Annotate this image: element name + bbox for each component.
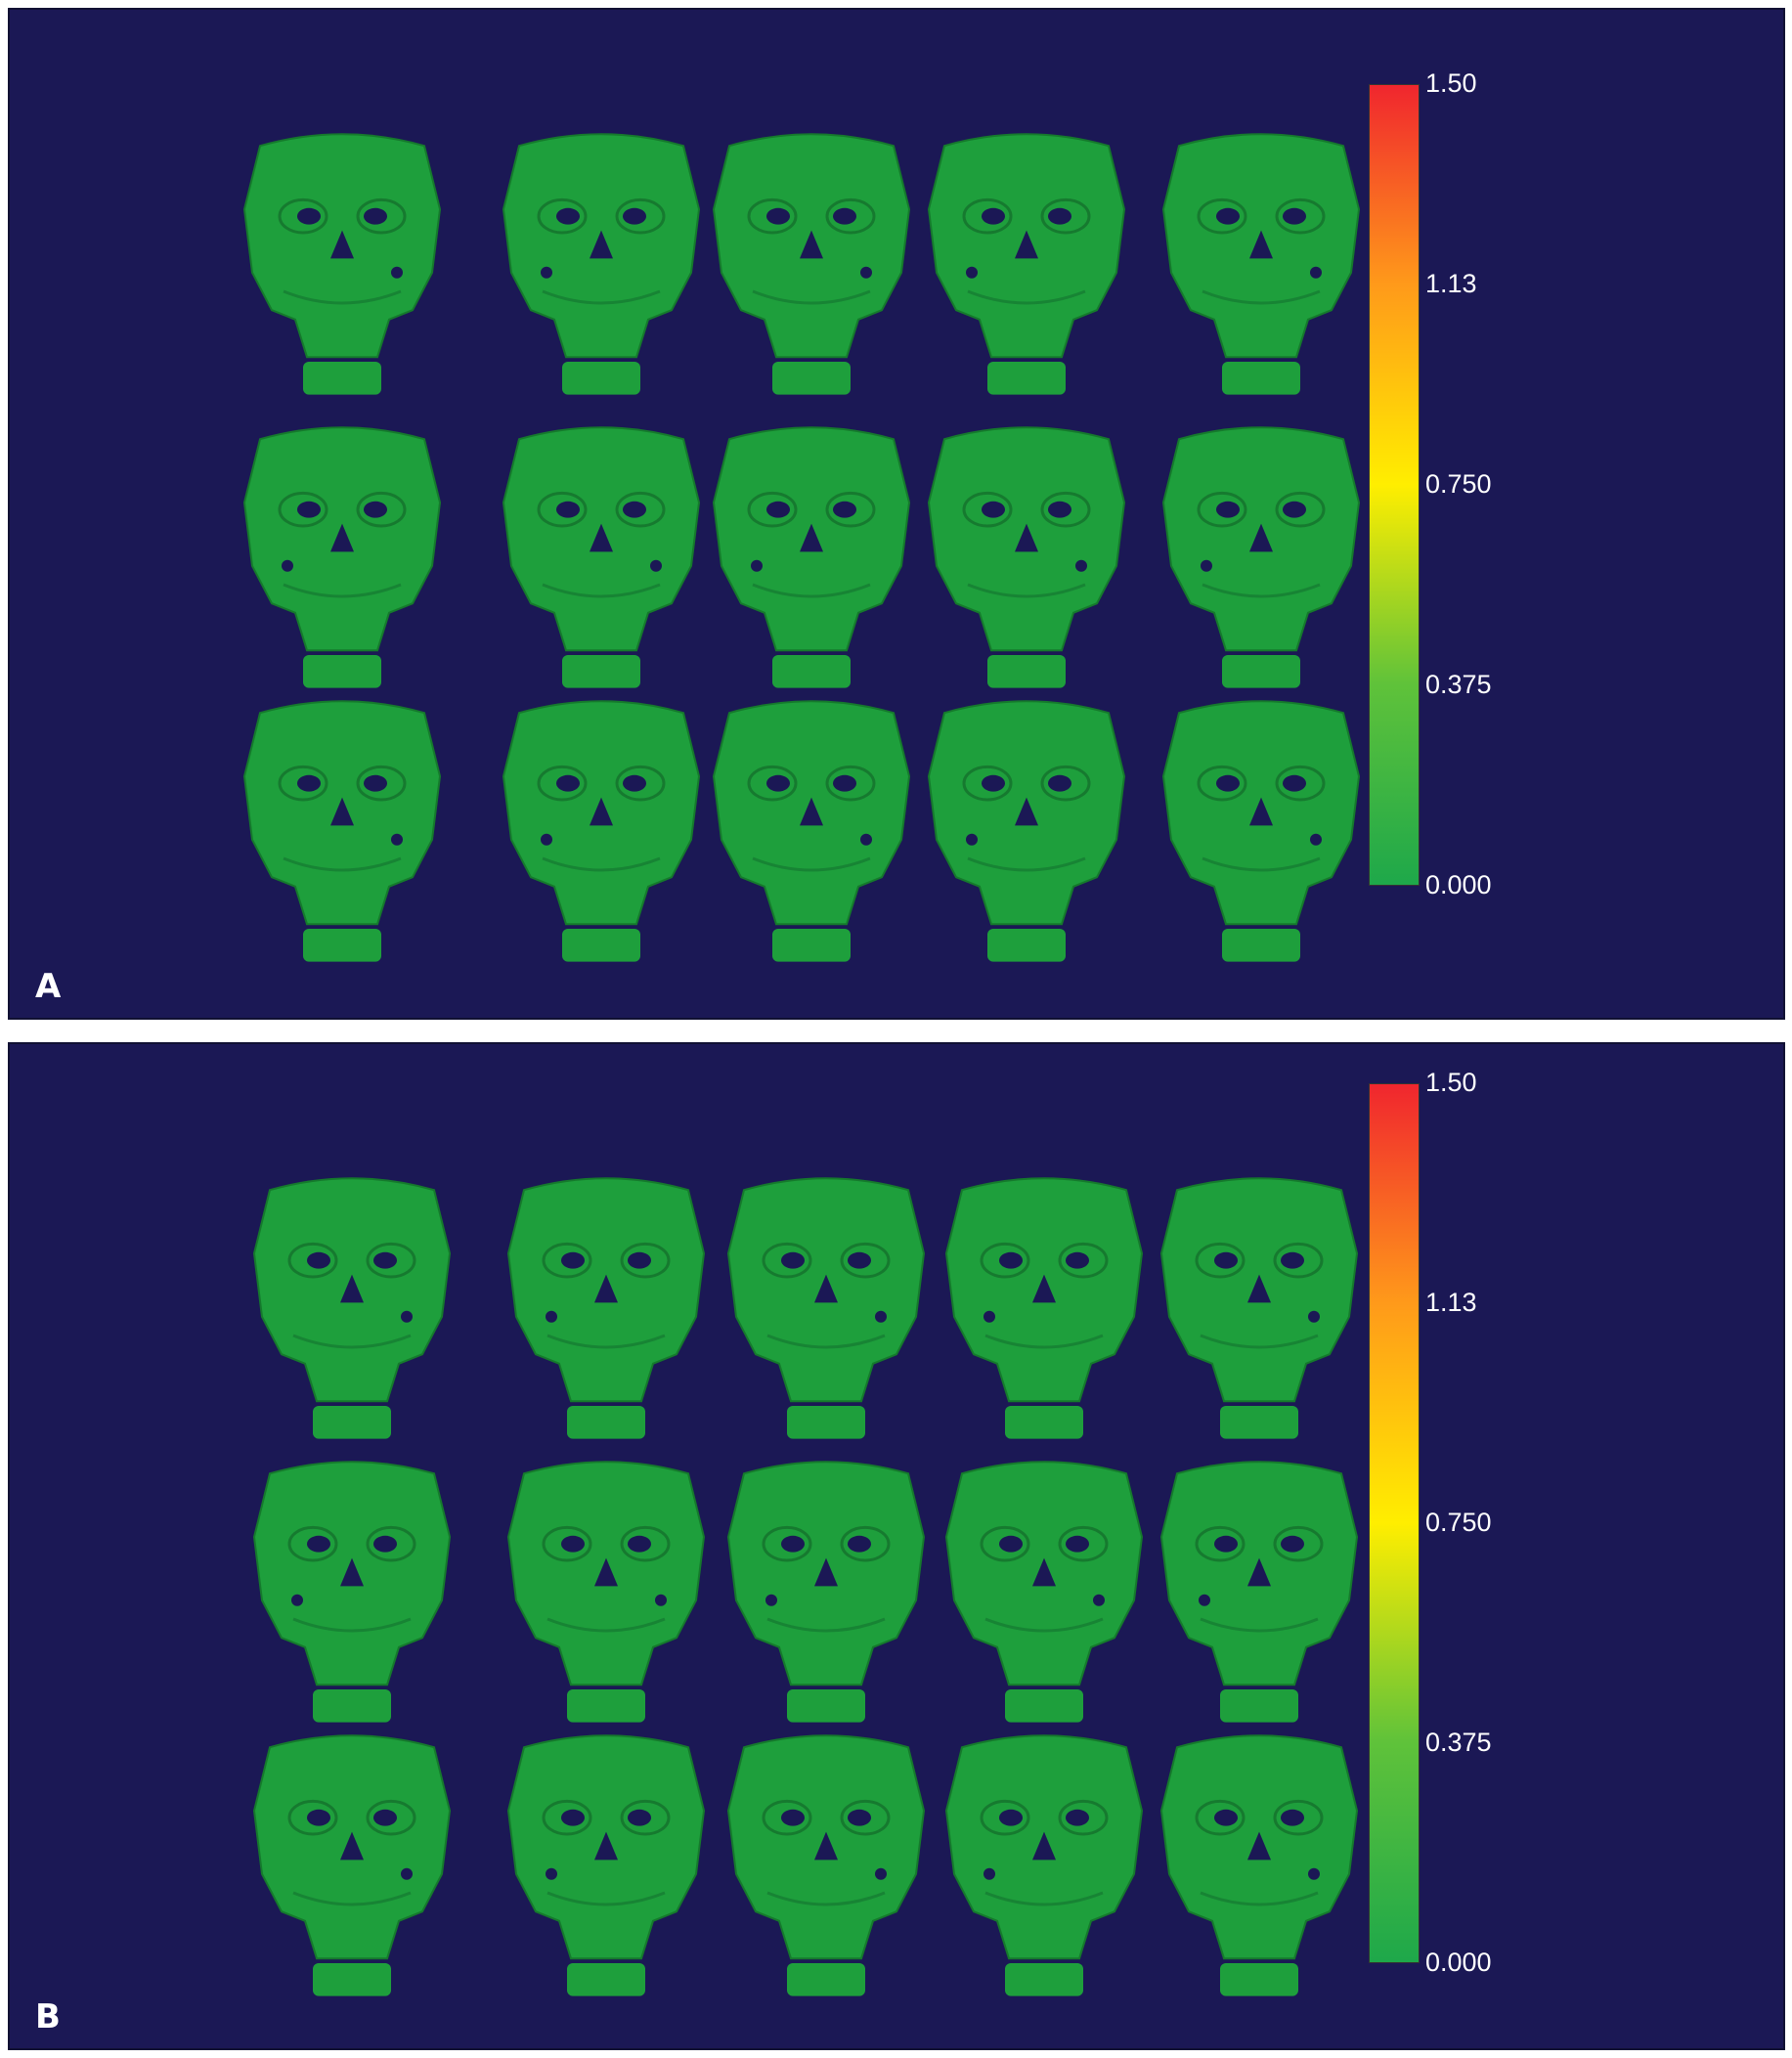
colorbar-tick-label: 1.50 [1425, 68, 1477, 98]
skull-model [944, 1177, 1144, 1439]
skull-model [1159, 1177, 1359, 1439]
skull-model [252, 1177, 452, 1439]
skull-model [242, 133, 442, 395]
skull-model [252, 1734, 452, 1996]
panel-label-a: A [35, 967, 62, 1006]
skull-model [1159, 1734, 1359, 1996]
panel-label-b: B [35, 1997, 61, 2036]
skull-model [502, 426, 701, 688]
skull-model [1161, 426, 1361, 688]
colorbar-tick-label: 0.000 [1425, 870, 1492, 899]
panel-b: B 1.50 1.13 0.750 0.375 0.000 [8, 1042, 1785, 2050]
skull-model [927, 133, 1126, 395]
colorbar-tick-label: 0.750 [1425, 469, 1492, 499]
skull-model [726, 1734, 926, 1996]
panel-a: A 1.50 1.13 0.750 0.375 0.000 [8, 8, 1785, 1020]
colorbar-tick-label: 0.750 [1425, 1508, 1492, 1537]
skull-model [1161, 133, 1361, 395]
skull-grid-a [242, 133, 1361, 962]
skull-model [726, 1177, 926, 1439]
skull-model [712, 133, 911, 395]
skull-model [1159, 1461, 1359, 1723]
skull-model [506, 1177, 706, 1439]
colorbar-b [1369, 1083, 1420, 1963]
skull-model [712, 700, 911, 962]
skull-model [242, 700, 442, 962]
skull-model [506, 1461, 706, 1723]
skull-model [242, 426, 442, 688]
colorbar-tick-label: 0.375 [1425, 670, 1492, 699]
skull-model [502, 133, 701, 395]
colorbar-tick-label: 1.50 [1425, 1068, 1477, 1097]
skull-model [726, 1461, 926, 1723]
skull-model [1161, 700, 1361, 962]
skull-model [712, 426, 911, 688]
skull-model [944, 1461, 1144, 1723]
skull-grid-b [252, 1177, 1359, 1996]
colorbar-tick-label: 1.13 [1425, 269, 1477, 298]
skull-model [927, 426, 1126, 688]
colorbar-tick-label: 1.13 [1425, 1288, 1477, 1317]
colorbar-tick-label: 0.375 [1425, 1728, 1492, 1757]
colorbar-a [1369, 84, 1420, 886]
skull-model [502, 700, 701, 962]
colorbar-tick-label: 0.000 [1425, 1948, 1492, 1977]
skull-model [927, 700, 1126, 962]
skull-model [944, 1734, 1144, 1996]
skull-model [252, 1461, 452, 1723]
skull-model [506, 1734, 706, 1996]
